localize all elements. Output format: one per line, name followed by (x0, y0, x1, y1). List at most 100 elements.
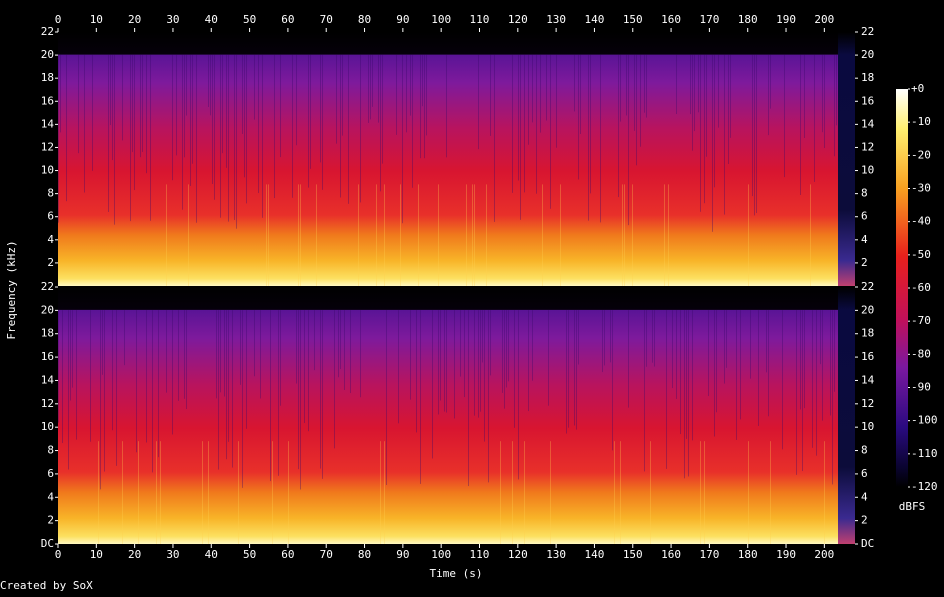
texture (550, 441, 551, 544)
texture (446, 54, 447, 158)
texture (190, 54, 191, 186)
y-tick-label-right: 2 (861, 514, 868, 527)
texture (576, 310, 577, 430)
texture (242, 54, 243, 134)
texture (350, 310, 351, 394)
texture (380, 54, 381, 192)
x-tick-label: 50 (243, 548, 256, 561)
colorbar-tick-label: -70 (911, 314, 931, 327)
y-tick-label-right: 14 (861, 117, 875, 130)
y-tick-label-right: 12 (861, 140, 874, 153)
texture (440, 310, 441, 401)
texture (528, 310, 529, 412)
texture (556, 54, 557, 148)
texture (524, 54, 525, 193)
texture (172, 310, 173, 435)
x-tick-label-top: 90 (396, 13, 409, 26)
colorbar-tick-label: -50 (911, 248, 931, 261)
texture (480, 310, 481, 412)
texture (824, 441, 825, 544)
texture (226, 54, 227, 168)
texture (378, 54, 379, 123)
texture (716, 310, 717, 413)
x-tick-label-top: 70 (320, 13, 333, 26)
texture (628, 54, 629, 226)
texture (92, 54, 93, 171)
y-tick-label: 20 (41, 48, 54, 61)
texture (288, 441, 289, 544)
texture (680, 310, 681, 435)
texture (432, 310, 433, 459)
texture (310, 54, 311, 169)
texture (358, 184, 359, 286)
texture (484, 310, 485, 442)
x-tick-label: 0 (55, 548, 62, 561)
x-tick-label-top: 110 (470, 13, 490, 26)
x-tick-label: 150 (623, 548, 643, 561)
texture (298, 310, 299, 470)
texture (104, 310, 105, 472)
texture (800, 54, 801, 195)
texture (152, 310, 153, 473)
texture (322, 310, 323, 479)
texture (228, 310, 229, 442)
texture (810, 184, 811, 286)
texture (216, 310, 217, 399)
texture (242, 310, 243, 488)
colorbar-tick-label: -120 (911, 480, 938, 493)
texture (770, 441, 771, 544)
texture (610, 310, 611, 363)
texture (320, 310, 321, 469)
texture (814, 54, 815, 182)
texture (166, 310, 167, 393)
texture (820, 310, 821, 365)
texture (620, 441, 621, 544)
texture (490, 54, 491, 136)
y-tick-label: 14 (41, 117, 55, 130)
texture (834, 54, 835, 157)
x-tick-label: 110 (470, 548, 490, 561)
texture (176, 54, 177, 156)
texture (98, 441, 99, 544)
y-axis-label: Frequency (kHz) (5, 240, 18, 339)
texture (676, 54, 677, 114)
texture (136, 310, 137, 453)
texture (278, 310, 279, 476)
texture (574, 310, 575, 426)
texture (488, 310, 489, 483)
y-tick-label: 6 (47, 210, 54, 223)
texture (640, 54, 641, 147)
texture (506, 310, 507, 388)
texture (360, 310, 361, 398)
texture (270, 310, 271, 482)
texture (240, 310, 241, 385)
texture (186, 310, 187, 410)
texture (140, 54, 141, 158)
texture (602, 310, 603, 373)
texture (112, 310, 113, 431)
texture (692, 310, 693, 441)
texture (398, 310, 399, 424)
texture (700, 54, 701, 212)
texture (110, 54, 111, 126)
texture (712, 54, 713, 232)
texture (518, 310, 519, 480)
texture (698, 54, 699, 113)
texture (296, 54, 297, 146)
texture (822, 310, 823, 421)
y-tick-label: DC (41, 537, 54, 550)
texture (146, 310, 147, 443)
texture (600, 54, 601, 223)
texture (260, 310, 261, 399)
texture (708, 310, 709, 397)
texture (536, 54, 537, 194)
texture (224, 310, 225, 397)
texture (160, 441, 161, 544)
y-tick-label-right: 8 (861, 187, 868, 200)
texture (494, 54, 495, 222)
texture (280, 54, 281, 158)
texture (372, 54, 373, 107)
texture (300, 184, 301, 286)
texture (834, 310, 835, 392)
texture (472, 184, 473, 286)
